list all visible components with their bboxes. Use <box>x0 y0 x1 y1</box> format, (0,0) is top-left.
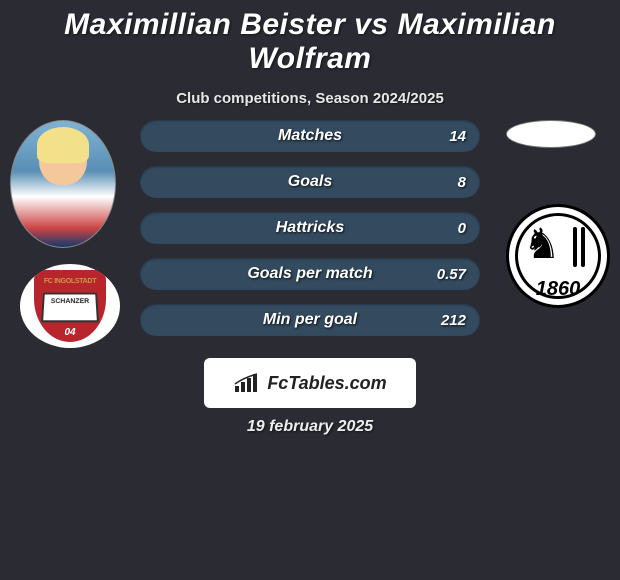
club-badge-right: ♞ 1860 <box>506 204 610 308</box>
lion-icon: ♞ <box>523 223 561 265</box>
club-badge-left: SCHANZER 04 <box>20 264 120 348</box>
stat-row-hattricks: Hattricks 0 <box>140 212 480 244</box>
club-left-inner-text: SCHANZER <box>41 293 99 323</box>
player-right-avatar <box>506 120 596 148</box>
stat-value: 14 <box>449 128 466 145</box>
stat-row-mpg: Min per goal 212 <box>140 304 480 336</box>
fc-ingolstadt-badge: SCHANZER 04 <box>20 264 120 348</box>
stat-row-gpm: Goals per match 0.57 <box>140 258 480 290</box>
subtitle: Club competitions, Season 2024/2025 <box>0 90 620 107</box>
stat-label: Hattricks <box>276 219 344 237</box>
club-right-year: 1860 <box>509 278 607 301</box>
club-left-year: 04 <box>20 327 120 338</box>
stat-value: 0.57 <box>437 266 466 283</box>
player-right-column: ♞ 1860 <box>506 120 610 308</box>
stat-label: Goals per match <box>247 265 372 283</box>
stat-row-matches: Matches 14 <box>140 120 480 152</box>
footer-date: 19 february 2025 <box>0 418 620 436</box>
stat-label: Matches <box>278 127 342 145</box>
page-title: Maximillian Beister vs Maximilian Wolfra… <box>0 8 620 76</box>
player-left-avatar <box>10 120 116 248</box>
stat-value: 8 <box>458 174 466 191</box>
stat-label: Min per goal <box>263 311 357 329</box>
stat-row-goals: Goals 8 <box>140 166 480 198</box>
tsv-bars-icon <box>569 227 589 267</box>
player-left-column: SCHANZER 04 <box>10 120 120 348</box>
stat-value: 212 <box>441 312 466 329</box>
stat-value: 0 <box>458 220 466 237</box>
stat-label: Goals <box>288 173 332 191</box>
attribution-label: FcTables.com <box>267 373 386 394</box>
stats-bars: Matches 14 Goals 8 Hattricks 0 Goals per… <box>140 120 480 350</box>
attribution-badge: FcTables.com <box>204 358 416 408</box>
bar-chart-icon <box>233 372 261 394</box>
